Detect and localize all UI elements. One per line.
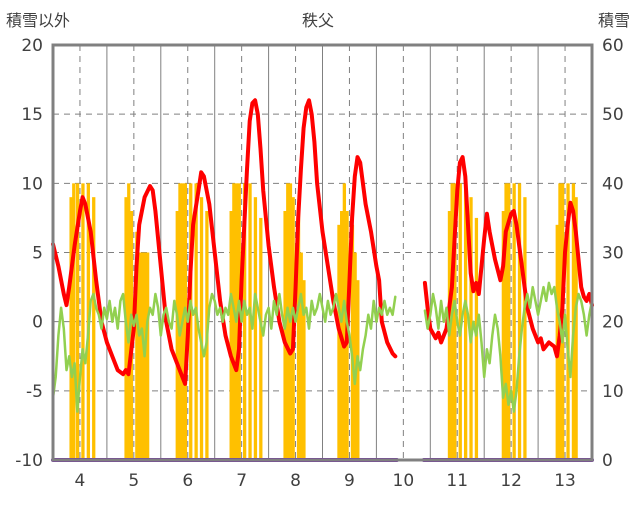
snow-bar-15: [178, 183, 182, 461]
x-tick-label: 8: [290, 471, 301, 491]
snow-bar-17: [183, 183, 188, 461]
snow-bar-47: [458, 183, 462, 461]
snow-bar-37: [337, 224, 341, 460]
grid: [53, 45, 592, 460]
snow-bar-22: [229, 211, 233, 460]
snow-bar-20: [199, 197, 204, 460]
right-tick-label: 30: [602, 244, 624, 264]
snow-bar-30: [283, 211, 287, 460]
snow-bar-7: [127, 183, 131, 461]
snow-bar-5: [92, 197, 96, 460]
snow-bar-51: [501, 211, 506, 460]
snow-bar-62: [574, 197, 578, 460]
left-tick-label: 10: [21, 174, 43, 194]
left-tick-label: -10: [15, 451, 43, 471]
left-tick-label: 0: [32, 313, 43, 333]
snow-bar-0: [69, 197, 73, 460]
snow-bar-10: [137, 252, 142, 460]
axes: -10 -5 0 5 10 15 20 0 10 20 30 40 50 60 4 5 6 7 8 9 10 11 12 13: [15, 36, 623, 491]
snow-bar-39: [342, 183, 347, 461]
left-tick-label: 5: [32, 244, 43, 264]
snow-bar-18: [189, 183, 193, 461]
snow-bar-56: [523, 197, 527, 460]
x-tick-label: 6: [182, 471, 193, 491]
snow-bar-43: [356, 280, 360, 460]
snow-bar-55: [517, 183, 522, 461]
snow-bar-14: [175, 211, 179, 460]
snow-bar-2: [75, 183, 80, 461]
snow-bar-48: [463, 183, 468, 461]
right-tick-label: 20: [602, 313, 624, 333]
x-tick-label: 12: [500, 471, 522, 491]
snow-bar-9: [135, 231, 139, 460]
x-tick-label: 13: [554, 471, 576, 491]
secondary-line-0: [51, 292, 397, 413]
x-tick-label: 9: [344, 471, 355, 491]
snow-bar-35: [299, 252, 303, 460]
left-axis-label: 積雪以外: [6, 11, 70, 30]
snow-bar-19: [194, 183, 198, 461]
snow-bar-29: [259, 217, 263, 460]
snow-bar-11: [140, 252, 144, 460]
left-tick-label: -5: [26, 382, 43, 402]
secondary-line-1: [423, 281, 594, 413]
snow-bar-46: [453, 183, 457, 461]
snow-bar-41: [350, 224, 355, 460]
x-tick-label: 4: [75, 471, 86, 491]
snow-bar-34: [296, 211, 301, 460]
snow-bar-50: [474, 217, 479, 460]
snow-bar-23: [232, 183, 236, 461]
snow-bar-52: [504, 183, 508, 461]
left-tick-label: 20: [21, 36, 43, 56]
x-tick-label: 11: [446, 471, 468, 491]
left-tick-label: 15: [21, 105, 43, 125]
right-tick-label: 60: [602, 36, 624, 56]
snow-bar-13: [145, 252, 150, 460]
snow-bar-1: [72, 183, 76, 461]
snow-bar-31: [286, 183, 290, 461]
snow-bar-42: [353, 252, 357, 460]
snow-bar-26: [242, 183, 247, 461]
x-tick-label: 5: [128, 471, 139, 491]
right-tick-label: 40: [602, 174, 624, 194]
right-tick-label: 50: [602, 105, 624, 125]
chart-title: 秩父: [302, 11, 334, 30]
plot-frame: [51, 43, 594, 462]
right-tick-label: 10: [602, 382, 624, 402]
snow-bar-54: [512, 183, 516, 461]
snow-bar-27: [248, 183, 252, 461]
x-tick-label: 10: [393, 471, 415, 491]
snow-bar-53: [507, 183, 511, 461]
snow-bar-60: [566, 183, 570, 461]
temperature-line-1: [422, 155, 594, 359]
snow-bar-28: [253, 197, 258, 460]
right-axis-label: 積雪: [598, 11, 630, 30]
x-tick-label: 7: [236, 471, 247, 491]
right-tick-label: 0: [602, 451, 613, 471]
snow-bar-3: [81, 183, 85, 461]
snow-bar-49: [469, 197, 473, 460]
snow-bar-36: [302, 280, 306, 460]
